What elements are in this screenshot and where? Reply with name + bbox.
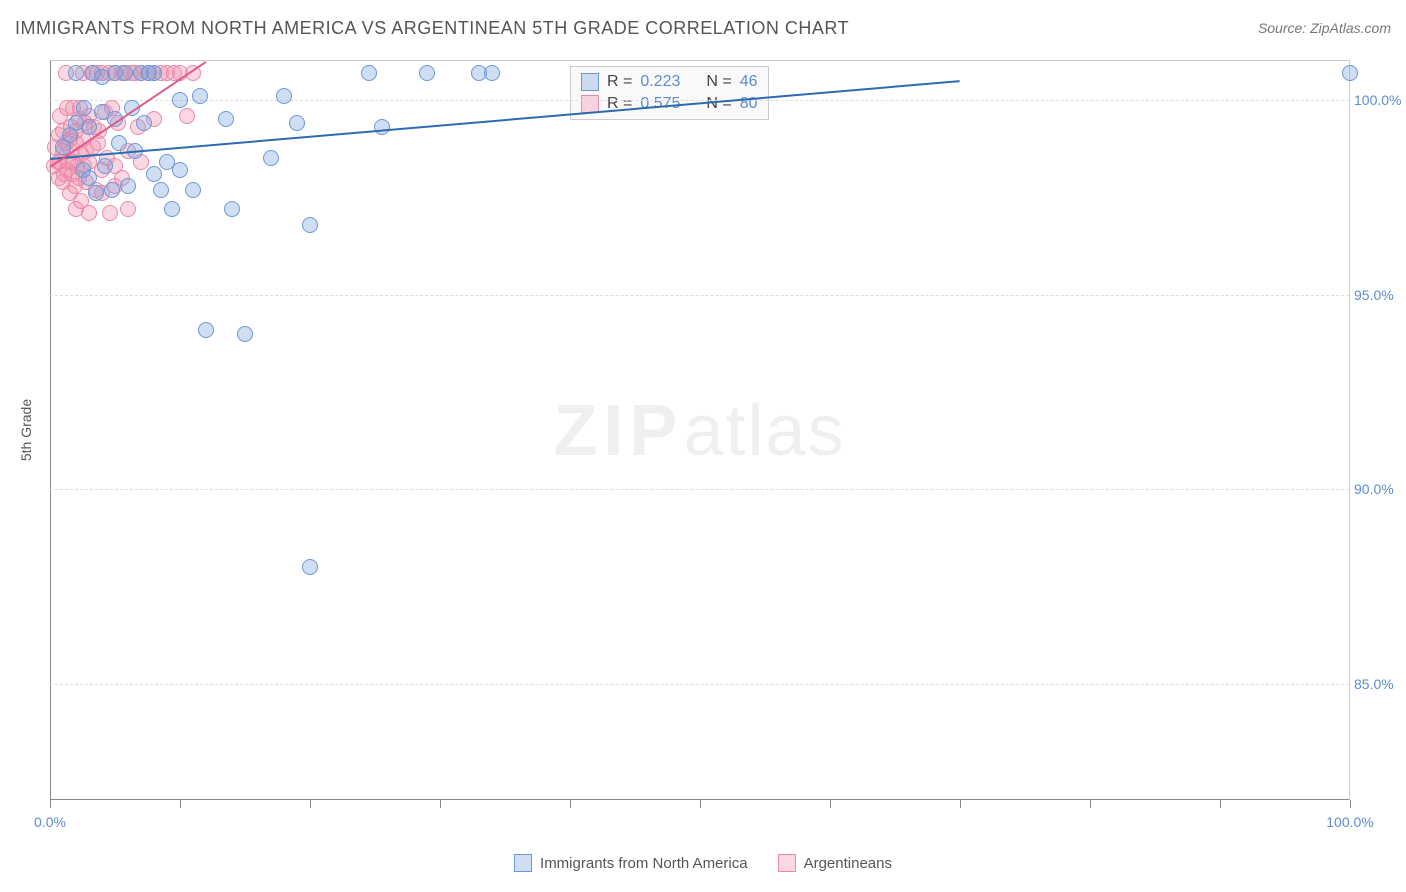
point-series1 bbox=[192, 88, 208, 104]
point-series1 bbox=[484, 65, 500, 81]
point-series1 bbox=[172, 92, 188, 108]
point-series1 bbox=[302, 559, 318, 575]
point-series1 bbox=[185, 182, 201, 198]
point-series1 bbox=[263, 150, 279, 166]
r-value-1: 0.223 bbox=[640, 73, 680, 91]
point-series1 bbox=[88, 185, 104, 201]
point-series1 bbox=[146, 65, 162, 81]
x-tick bbox=[440, 800, 441, 808]
gridline bbox=[50, 100, 1349, 101]
chart-title: IMMIGRANTS FROM NORTH AMERICA VS ARGENTI… bbox=[15, 18, 849, 38]
x-tick bbox=[570, 800, 571, 808]
point-series1 bbox=[104, 182, 120, 198]
gridline bbox=[50, 684, 1349, 685]
legend-item-1: Immigrants from North America bbox=[514, 854, 748, 872]
y-tick-label: 95.0% bbox=[1354, 287, 1406, 303]
plot-border bbox=[50, 61, 1349, 800]
point-series1 bbox=[136, 115, 152, 131]
point-series1 bbox=[361, 65, 377, 81]
y-tick-label: 90.0% bbox=[1354, 481, 1406, 497]
point-series2 bbox=[120, 201, 136, 217]
point-series1 bbox=[117, 65, 133, 81]
legend-swatch-2 bbox=[778, 854, 796, 872]
point-series1 bbox=[289, 115, 305, 131]
n-value-1: 46 bbox=[740, 73, 758, 91]
point-series1 bbox=[164, 201, 180, 217]
x-tick bbox=[830, 800, 831, 808]
point-series1 bbox=[198, 322, 214, 338]
point-series1 bbox=[68, 65, 84, 81]
x-tick bbox=[310, 800, 311, 808]
x-tick bbox=[960, 800, 961, 808]
point-series1 bbox=[419, 65, 435, 81]
chart-source: Source: ZipAtlas.com bbox=[1258, 20, 1391, 36]
x-tick bbox=[700, 800, 701, 808]
y-tick-label: 100.0% bbox=[1354, 92, 1406, 108]
point-series1 bbox=[237, 326, 253, 342]
plot-area: ZIPatlas R = 0.223 N = 46 R = 0.575 N = … bbox=[50, 60, 1350, 800]
x-tick bbox=[180, 800, 181, 808]
bottom-legend: Immigrants from North America Argentinea… bbox=[514, 854, 892, 872]
r-label-1: R = bbox=[607, 73, 632, 91]
gridline bbox=[50, 295, 1349, 296]
y-tick-label: 85.0% bbox=[1354, 676, 1406, 692]
legend-swatch-1 bbox=[514, 854, 532, 872]
x-tick bbox=[1090, 800, 1091, 808]
swatch-series1 bbox=[581, 73, 599, 91]
point-series1 bbox=[218, 111, 234, 127]
point-series1 bbox=[302, 217, 318, 233]
gridline bbox=[50, 489, 1349, 490]
point-series1 bbox=[76, 100, 92, 116]
point-series1 bbox=[1342, 65, 1358, 81]
point-series1 bbox=[81, 119, 97, 135]
point-series1 bbox=[120, 178, 136, 194]
x-tick-label: 100.0% bbox=[1326, 814, 1373, 830]
correlation-chart: IMMIGRANTS FROM NORTH AMERICA VS ARGENTI… bbox=[0, 0, 1406, 892]
n-label-2: N = bbox=[706, 95, 731, 113]
stats-row-1: R = 0.223 N = 46 bbox=[581, 71, 758, 93]
title-bar: IMMIGRANTS FROM NORTH AMERICA VS ARGENTI… bbox=[15, 18, 1391, 48]
point-series1 bbox=[224, 201, 240, 217]
x-tick bbox=[50, 800, 51, 808]
point-series2 bbox=[179, 108, 195, 124]
point-series1 bbox=[276, 88, 292, 104]
point-series1 bbox=[172, 162, 188, 178]
point-series1 bbox=[153, 182, 169, 198]
point-series1 bbox=[97, 158, 113, 174]
legend-label-1: Immigrants from North America bbox=[540, 855, 748, 872]
point-series1 bbox=[81, 170, 97, 186]
point-series2 bbox=[81, 205, 97, 221]
point-series1 bbox=[111, 135, 127, 151]
y-axis-label: 5th Grade bbox=[18, 399, 34, 461]
point-series2 bbox=[102, 205, 118, 221]
n-label-1: N = bbox=[706, 73, 731, 91]
legend-label-2: Argentineans bbox=[804, 855, 892, 872]
point-series1 bbox=[146, 166, 162, 182]
x-tick bbox=[1220, 800, 1221, 808]
point-series1 bbox=[374, 119, 390, 135]
x-tick bbox=[1350, 800, 1351, 808]
legend-item-2: Argentineans bbox=[778, 854, 892, 872]
x-tick-label: 0.0% bbox=[34, 814, 66, 830]
